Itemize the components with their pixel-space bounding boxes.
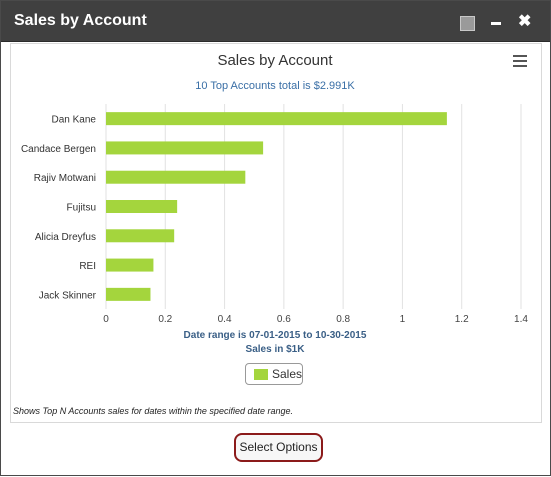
x-tick-label: 1.4 [514,314,528,325]
chart-legend[interactable]: Sales [245,363,303,385]
bar-rajiv-motwani[interactable] [106,170,246,184]
legend-label: Sales [272,367,303,381]
bar-jack-skinner[interactable] [106,287,151,301]
window-titlebar[interactable]: Sales by Account ✖ [1,1,550,42]
category-label: Fujitsu [67,203,96,214]
x-tick-label: 1.2 [455,314,469,325]
chart-menu-icon[interactable] [513,55,527,67]
footnote: Shows Top N Accounts sales for dates wit… [13,406,293,416]
x-axis-label-daterange: Date range is 07-01-2015 to 10-30-2015 [184,330,367,341]
x-tick-label: 0 [103,314,109,325]
window-title: Sales by Account [14,12,147,29]
x-tick-label: 1 [400,314,406,325]
category-label: Alicia Dreyfus [35,232,96,243]
legend-swatch [254,369,268,380]
x-tick-label: 0.2 [158,314,172,325]
select-options-button[interactable]: Select Options [234,433,323,462]
x-tick-label: 0.6 [277,314,291,325]
bar-dan-kane[interactable] [106,112,447,126]
chart-subtitle: 10 Top Accounts total is $2.991K [195,80,355,92]
category-label: Jack Skinner [39,290,97,301]
bar-candace-bergen[interactable] [106,141,264,155]
x-tick-label: 0.8 [336,314,350,325]
maximize-icon[interactable] [460,16,475,31]
category-label: REI [79,261,96,272]
chart-title: Sales by Account [217,52,333,69]
minimize-icon[interactable] [491,22,501,25]
x-tick-label: 0.4 [218,314,232,325]
x-axis-label-units: Sales in $1K [246,344,306,355]
bar-rei[interactable] [106,258,154,272]
category-label: Dan Kane [52,115,97,126]
bar-fujitsu[interactable] [106,200,178,213]
bar-alicia-dreyfus[interactable] [106,229,175,243]
chart-panel [10,43,542,423]
category-label: Candace Bergen [21,144,96,155]
close-icon[interactable]: ✖ [518,13,532,30]
category-label: Rajiv Motwani [34,173,96,184]
